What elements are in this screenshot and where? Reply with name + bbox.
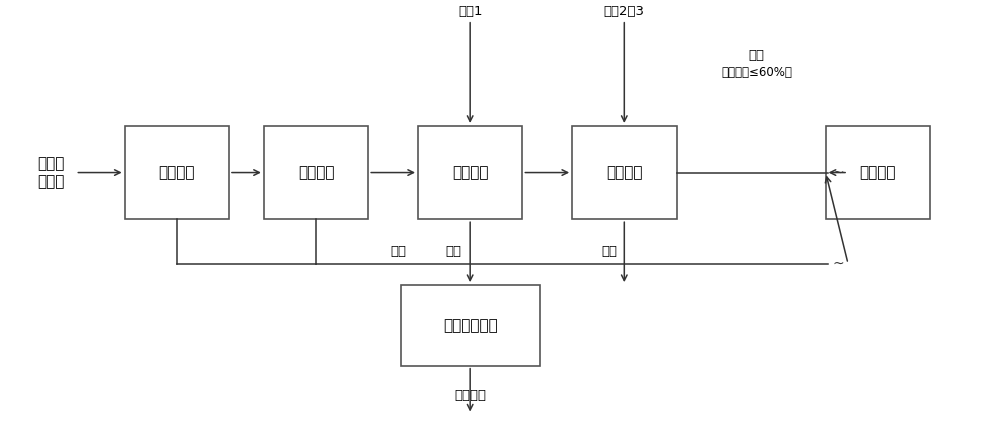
Text: 清液: 清液 — [601, 245, 617, 258]
Text: （含水率≤60%）: （含水率≤60%） — [721, 66, 792, 79]
Text: 药剂2和3: 药剂2和3 — [604, 5, 645, 18]
Text: 过滤压榨: 过滤压榨 — [159, 165, 195, 180]
Text: 叠螺浓缩: 叠螺浓缩 — [452, 165, 488, 180]
FancyBboxPatch shape — [418, 126, 522, 219]
Text: 固渣: 固渣 — [749, 49, 765, 62]
Text: 厌氧后
发酵液: 厌氧后 发酵液 — [37, 157, 64, 189]
Text: 清液: 清液 — [445, 245, 461, 258]
Text: 油水分离: 油水分离 — [298, 165, 334, 180]
Text: 达标排放: 达标排放 — [454, 389, 486, 402]
FancyBboxPatch shape — [826, 126, 930, 219]
Text: 药剂1: 药剂1 — [458, 5, 482, 18]
FancyBboxPatch shape — [264, 126, 368, 219]
Text: 板框压滤: 板框压滤 — [606, 165, 643, 180]
Text: ~: ~ — [832, 166, 844, 180]
FancyBboxPatch shape — [125, 126, 229, 219]
Text: 污水处理系统: 污水处理系统 — [443, 318, 498, 333]
Text: ~: ~ — [832, 257, 844, 271]
Text: 外运处理: 外运处理 — [860, 165, 896, 180]
FancyBboxPatch shape — [572, 126, 677, 219]
FancyBboxPatch shape — [401, 285, 540, 366]
Text: 固渣: 固渣 — [391, 245, 407, 258]
